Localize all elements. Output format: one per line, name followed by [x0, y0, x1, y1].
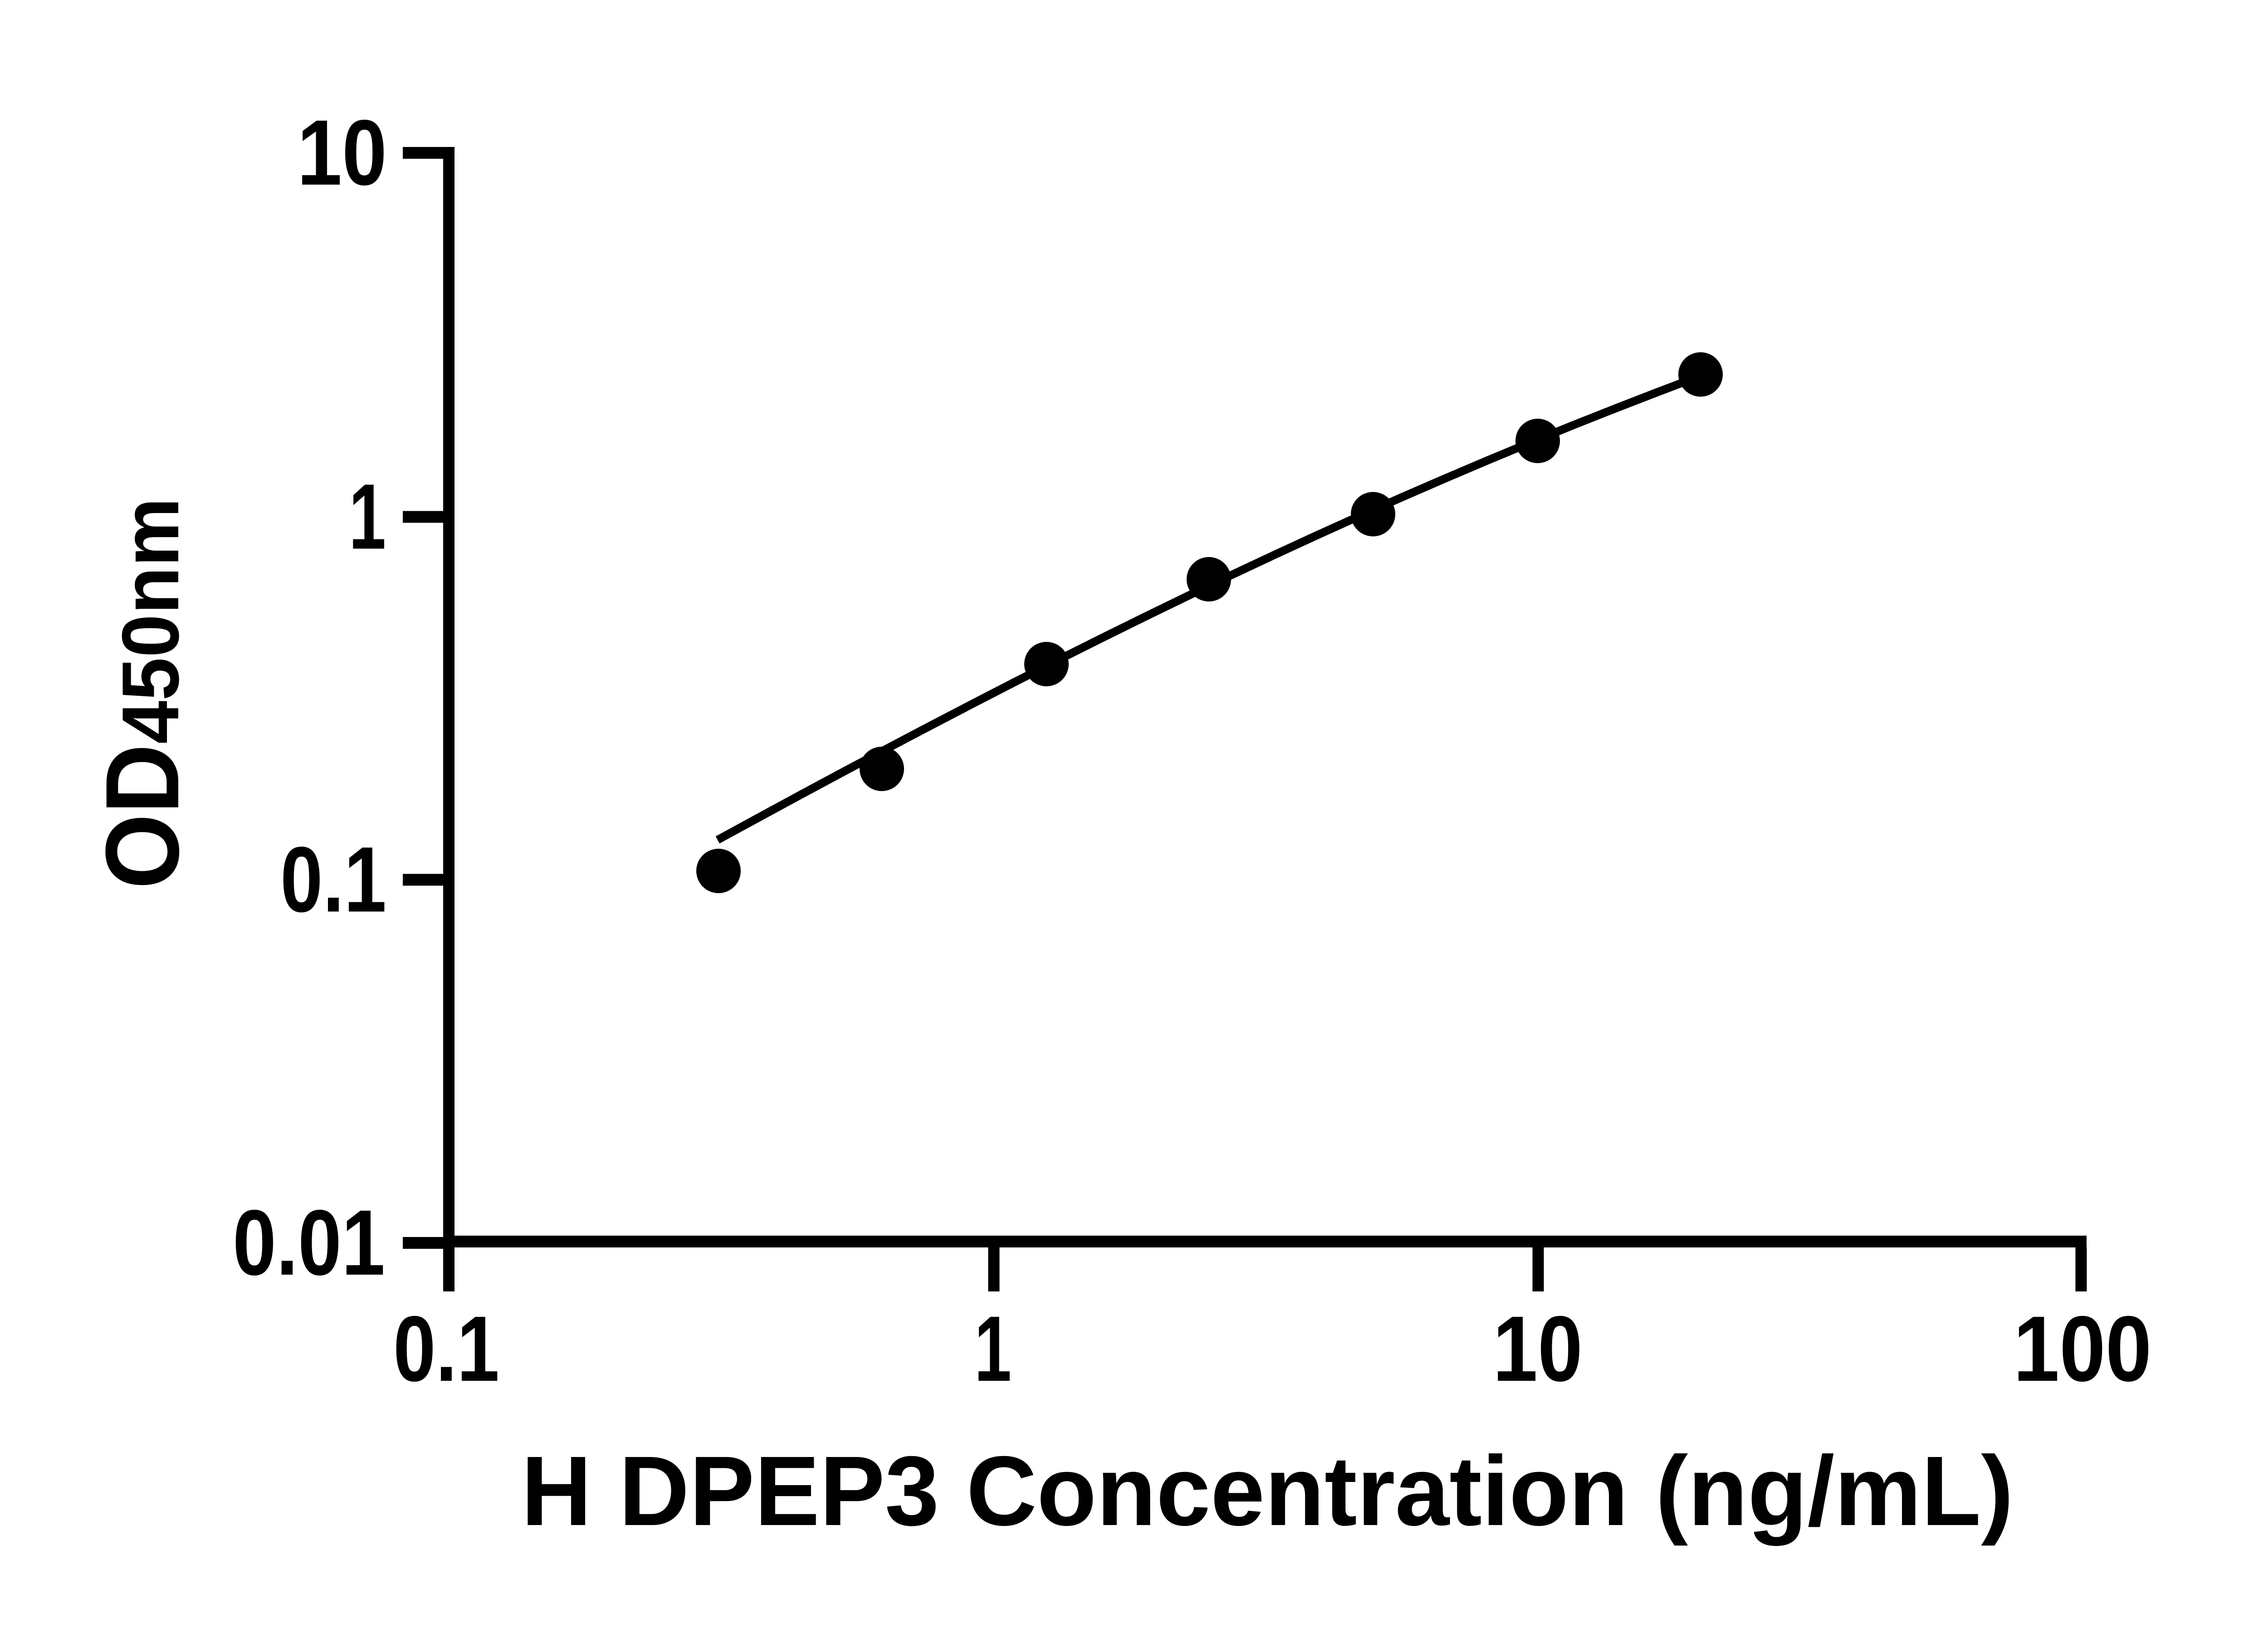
svg-text:1: 1	[974, 1297, 1012, 1401]
svg-text:0.01: 0.01	[233, 1191, 385, 1295]
svg-text:10: 10	[297, 101, 387, 205]
svg-text:0.1: 0.1	[280, 828, 386, 932]
svg-text:100: 100	[2014, 1297, 2152, 1401]
svg-text:0.1: 0.1	[393, 1297, 499, 1401]
svg-text:OD: OD	[84, 744, 200, 889]
svg-text:450nm: 450nm	[105, 498, 196, 744]
svg-text:H DPEP3 Concentration (ng/mL): H DPEP3 Concentration (ng/mL)	[521, 1436, 2014, 1546]
svg-text:1: 1	[349, 465, 386, 569]
svg-text:10: 10	[1493, 1297, 1583, 1401]
